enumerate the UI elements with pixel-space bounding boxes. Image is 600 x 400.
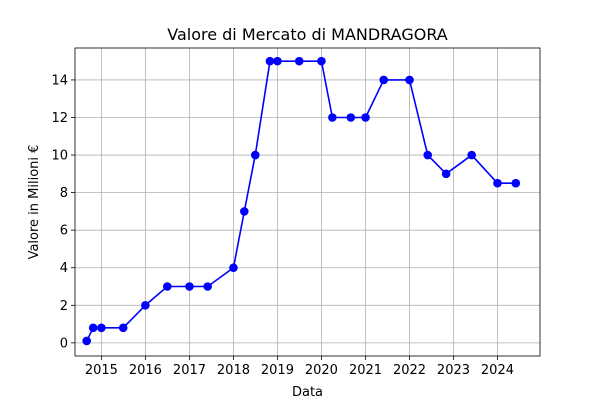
data-point bbox=[328, 113, 337, 122]
y-axis-label: Valore in Milioni € bbox=[27, 145, 42, 260]
data-point bbox=[493, 178, 502, 188]
data-point bbox=[361, 113, 370, 122]
x-axis-label: Data bbox=[292, 385, 323, 400]
y-tick-label: 2 bbox=[60, 299, 68, 314]
x-tick-label: 2015 bbox=[85, 363, 118, 378]
data-point bbox=[97, 323, 106, 333]
data-point bbox=[405, 75, 414, 85]
data-point bbox=[82, 336, 91, 346]
tick-marks bbox=[71, 79, 498, 360]
data-point bbox=[265, 56, 275, 66]
series-group bbox=[82, 56, 521, 346]
plot-frame bbox=[74, 47, 541, 357]
y-tick-label: 6 bbox=[60, 224, 68, 239]
data-point bbox=[239, 207, 249, 216]
data-point bbox=[203, 282, 212, 291]
x-tick-labels: 2015 2016 2017 2018 2019 2020 2021 2022 2023 2024 bbox=[85, 363, 514, 378]
x-tick-label: 2021 bbox=[349, 363, 382, 378]
data-point bbox=[423, 150, 432, 160]
data-point bbox=[511, 178, 521, 188]
y-tick-label: 4 bbox=[60, 261, 68, 276]
x-tick-label: 2023 bbox=[437, 363, 470, 378]
x-tick-label: 2020 bbox=[305, 363, 338, 378]
data-point bbox=[441, 169, 451, 179]
y-tick-label: 0 bbox=[60, 336, 68, 351]
data-point bbox=[88, 323, 98, 333]
data-point bbox=[294, 56, 304, 66]
y-tick-label: 12 bbox=[51, 111, 68, 126]
data-point bbox=[163, 282, 172, 291]
plot-area bbox=[75, 48, 540, 356]
x-tick-label: 2017 bbox=[173, 363, 206, 378]
data-point bbox=[346, 113, 356, 122]
x-tick-label: 2018 bbox=[217, 363, 250, 378]
x-tick-label: 2016 bbox=[129, 363, 162, 378]
grid bbox=[75, 48, 540, 356]
data-point bbox=[229, 263, 238, 273]
data-point bbox=[467, 150, 476, 160]
data-point bbox=[185, 282, 194, 291]
data-point bbox=[379, 75, 389, 85]
y-tick-label: 10 bbox=[51, 149, 68, 164]
data-point bbox=[273, 56, 282, 66]
x-tick-label: 2022 bbox=[393, 363, 426, 378]
y-tick-label: 8 bbox=[60, 186, 68, 201]
data-point bbox=[317, 56, 326, 66]
data-point bbox=[118, 323, 128, 333]
data-point bbox=[250, 150, 260, 160]
x-tick-label: 2019 bbox=[261, 363, 294, 378]
y-tick-label: 14 bbox=[51, 73, 68, 88]
chart-title: Valore di Mercato di MANDRAGORA bbox=[167, 25, 448, 44]
data-point bbox=[141, 300, 150, 310]
y-tick-labels: 0 2 4 6 8 10 12 14 bbox=[51, 73, 68, 351]
x-tick-label: 2024 bbox=[481, 363, 514, 378]
